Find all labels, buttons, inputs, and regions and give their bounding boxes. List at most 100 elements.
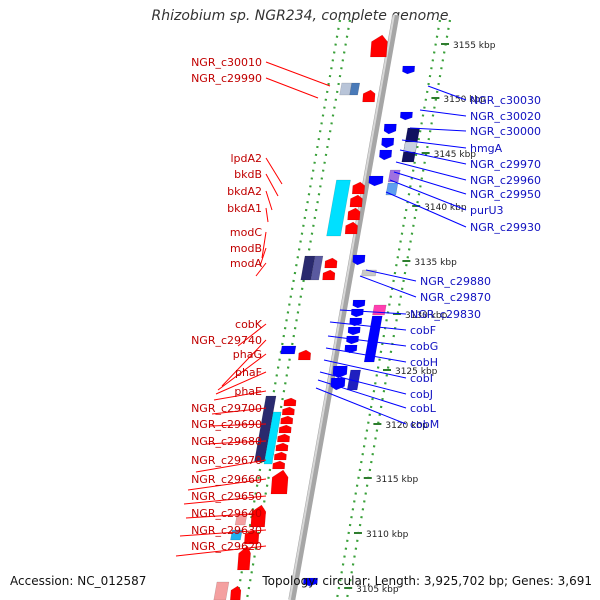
- genome-backbone-highlight: [288, 14, 395, 600]
- scale-tick-label: 3135 kbp: [414, 258, 457, 268]
- gene-label-leader: [209, 423, 267, 427]
- gene-arrow-forward: [322, 269, 336, 281]
- gene-label-leader: [183, 495, 267, 505]
- accession-text: Accession: NC_012587: [10, 574, 147, 588]
- gene-label: NGR_c30030: [470, 94, 541, 107]
- gene-label-leader: [399, 149, 467, 165]
- gene-label: cobH: [410, 356, 438, 369]
- scale-tick-label: 3105 kbp: [356, 585, 399, 595]
- gene-label: NGR_c29630: [191, 524, 262, 537]
- gene-box-navy: [310, 255, 324, 281]
- gene-label: cobF: [410, 324, 436, 337]
- gene-label-leader: [187, 478, 267, 491]
- gene-label: bkdB: [234, 168, 262, 181]
- gene-label-leader: [401, 139, 467, 149]
- gene-box: [403, 141, 418, 153]
- gene-label: NGR_c29930: [470, 221, 541, 234]
- gene-label: NGR_c30020: [470, 110, 541, 123]
- gene-arrow-forward: [277, 433, 290, 443]
- gene-arrow-forward: [324, 257, 338, 269]
- gene-label-leader: [211, 407, 267, 415]
- gene-arrow-reverse: [350, 308, 364, 318]
- gene-arrow-reverse: [332, 365, 348, 379]
- gene-label-leader: [419, 109, 467, 117]
- gene-label-leader: [205, 440, 267, 445]
- gene-label-leader: [265, 207, 269, 223]
- gene-label: NGR_c29660: [191, 473, 262, 486]
- gene-box-cyan: [263, 411, 282, 465]
- gene-label: cobJ: [410, 388, 433, 401]
- gene-label-leader: [365, 269, 417, 282]
- gene-arrow-reverse: [368, 175, 384, 187]
- gene-label: NGR_c30010: [191, 56, 262, 69]
- gene-label: NGR_c29700: [191, 402, 262, 415]
- gene-label: cobK: [235, 318, 263, 331]
- gene-label: purU3: [470, 204, 504, 217]
- gene-box: [234, 514, 248, 526]
- gene-arrow-forward: [273, 451, 287, 461]
- gene-label: modB: [230, 242, 262, 255]
- scale-tick-label: 3145 kbp: [434, 150, 477, 160]
- gene-box: [349, 82, 361, 96]
- gene-label-leader: [389, 179, 467, 211]
- gene-label-leader: [215, 371, 267, 395]
- gene-label: NGR_c29740: [191, 334, 262, 347]
- gene-arrow-reverse: [352, 299, 366, 309]
- gene-label-leader: [265, 61, 331, 87]
- gene-label-leader: [265, 157, 283, 185]
- gene-label-leader: [409, 127, 467, 132]
- gene-label-leader: [395, 161, 467, 181]
- gene-box-blue: [280, 345, 297, 355]
- gene-box: [213, 581, 230, 600]
- gene-label: cobM: [410, 418, 439, 431]
- gene-arrow-forward: [243, 529, 260, 545]
- gene-label-leader: [185, 512, 267, 519]
- gene-arrow-forward: [297, 349, 312, 361]
- gene-label-leader: [315, 387, 407, 425]
- gene-arrow-forward: [344, 221, 358, 235]
- topology-text: Topology: circular; Length: 3,925,702 bp…: [262, 574, 592, 588]
- gene-label: NGR_c29960: [470, 174, 541, 187]
- gene-label-leader: [255, 262, 267, 277]
- gene-arrow-reverse: [344, 344, 358, 354]
- gene-label-leader: [339, 309, 407, 315]
- gene-label: cobL: [410, 402, 437, 415]
- gene-label-leader: [317, 379, 407, 409]
- gene-label-leader: [237, 323, 267, 347]
- gene-label-leader: [323, 359, 407, 379]
- gene-label: NGR_c29880: [420, 275, 491, 288]
- gene-label-leader: [179, 529, 267, 537]
- gene-arrow-forward: [351, 181, 366, 195]
- gene-label-leader: [175, 545, 267, 557]
- gene-arrow-reverse: [402, 65, 416, 75]
- gene-label: lpdA2: [230, 152, 262, 165]
- scale-tick-label: 3140 kbp: [424, 203, 467, 213]
- gene-label-leader: [393, 171, 467, 195]
- gene-arrow-reverse: [399, 111, 413, 121]
- gene-label-leader: [221, 339, 267, 387]
- gene-label: NGR_c29620: [191, 540, 262, 553]
- gene-label: NGR_c29970: [470, 158, 541, 171]
- gene-label: NGR_c29870: [420, 291, 491, 304]
- scale-tick-label: 3125 kbp: [395, 367, 438, 377]
- gene-label: phaE: [234, 385, 262, 398]
- gene-arrow-reverse: [347, 326, 361, 336]
- gene-label-leader: [265, 173, 279, 197]
- gene-arrow-forward: [281, 406, 295, 416]
- gene-label-leader: [265, 190, 273, 211]
- gene-arrow-forward: [237, 545, 251, 571]
- gene-arrow-reverse: [381, 137, 395, 149]
- gene-label-leader: [325, 347, 407, 363]
- gene-label: modA: [230, 257, 262, 270]
- scale-tick-label: 3110 kbp: [366, 530, 409, 540]
- gene-label-leader: [329, 321, 407, 331]
- gene-label-leader: [265, 77, 319, 99]
- gene-label: NGR_c29640: [191, 507, 262, 520]
- genome-backbone: [288, 14, 400, 600]
- gene-label: phaG: [233, 348, 262, 361]
- gene-box-blue: [346, 369, 361, 391]
- gene-box: [372, 304, 387, 316]
- gene-box-cyan: [326, 179, 351, 237]
- gene-label-leader: [319, 371, 407, 395]
